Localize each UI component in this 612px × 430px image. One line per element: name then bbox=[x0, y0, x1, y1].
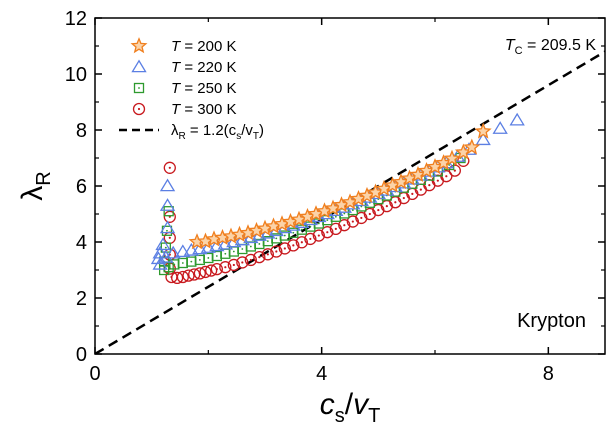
data-point-circle bbox=[295, 236, 308, 249]
data-point-triangle bbox=[165, 245, 181, 259]
legend-marker-star bbox=[130, 37, 148, 54]
y-tick-label: 12 bbox=[65, 8, 87, 30]
data-point-circle bbox=[219, 261, 232, 274]
legend-marker-square bbox=[133, 82, 145, 94]
data-point-circle bbox=[210, 263, 223, 276]
data-point-triangle bbox=[226, 234, 242, 248]
data-point-circle bbox=[287, 239, 300, 252]
series-layer bbox=[95, 50, 605, 354]
data-point-square bbox=[186, 256, 197, 267]
y-tick-label: 2 bbox=[76, 288, 87, 310]
data-point-circle bbox=[163, 231, 176, 244]
legend-label: T = 200 K bbox=[171, 38, 236, 55]
data-point-circle bbox=[253, 250, 266, 264]
data-point-triangle bbox=[209, 238, 225, 252]
data-point-triangle bbox=[200, 240, 216, 253]
x-tick-label: 4 bbox=[316, 363, 327, 385]
data-point-star bbox=[474, 122, 492, 139]
annotation-krypton: Krypton bbox=[517, 310, 586, 332]
data-point-circle bbox=[227, 258, 240, 272]
data-point-circle bbox=[163, 161, 176, 174]
legend-item: T = 300 K bbox=[132, 101, 236, 118]
legend-marker-circle bbox=[132, 102, 146, 116]
legend-item: T = 250 K bbox=[133, 80, 236, 97]
x-axis-label: cs/vT bbox=[320, 388, 381, 427]
data-point-triangle bbox=[492, 121, 508, 134]
data-point-triangle bbox=[159, 220, 176, 234]
legend-item: T = 200 K bbox=[130, 37, 236, 55]
data-point-square bbox=[177, 257, 188, 269]
data-point-circle bbox=[304, 232, 317, 246]
data-point-circle bbox=[338, 219, 351, 232]
legend-marker-triangle bbox=[131, 59, 147, 73]
series-star bbox=[188, 122, 492, 250]
data-point-star bbox=[443, 149, 461, 166]
data-point-circle bbox=[329, 222, 342, 235]
data-point-circle bbox=[244, 253, 257, 267]
data-point-circle bbox=[236, 256, 249, 269]
data-point-circle bbox=[448, 164, 461, 177]
data-point-triangle bbox=[158, 249, 174, 263]
data-point-circle bbox=[321, 226, 334, 239]
x-tick-label: 8 bbox=[543, 363, 554, 385]
y-axis-label: λR bbox=[16, 171, 55, 200]
axis-ticks: 0 4 8 0 2 4 6 8 10 12 bbox=[65, 8, 605, 385]
data-point-triangle bbox=[183, 242, 199, 256]
data-point-square bbox=[194, 254, 205, 266]
data-point-triangle bbox=[159, 198, 176, 211]
legend-label: T = 220 K bbox=[171, 59, 236, 76]
y-tick-label: 6 bbox=[76, 176, 87, 198]
data-point-triangle bbox=[155, 237, 171, 251]
data-point-triangle bbox=[509, 112, 525, 126]
data-point-circle bbox=[346, 215, 359, 228]
legend-label: λR = 1.2(cs/vT) bbox=[171, 122, 264, 142]
y-tick-label: 8 bbox=[76, 120, 87, 142]
data-point-triangle bbox=[152, 256, 168, 270]
data-point-circle bbox=[270, 245, 283, 258]
data-point-star bbox=[463, 138, 481, 155]
y-tick-label: 4 bbox=[76, 232, 87, 254]
data-point-circle bbox=[278, 242, 291, 255]
y-tick-label: 0 bbox=[76, 344, 87, 366]
legend-label: T = 300 K bbox=[171, 101, 236, 118]
data-point-square bbox=[203, 252, 214, 264]
y-tick-label: 10 bbox=[65, 64, 87, 86]
legend: T = 200 K T = 220 K T = 250 K T = 300 K λR =… bbox=[119, 37, 264, 142]
data-point-triangle bbox=[159, 178, 176, 192]
legend-item: λR = 1.2(cs/vT) bbox=[119, 122, 264, 142]
data-point-circle bbox=[261, 248, 274, 261]
legend-item: T = 220 K bbox=[131, 59, 236, 76]
annotation-tc: TC = 209.5 K bbox=[505, 37, 596, 57]
data-point-circle bbox=[312, 229, 325, 242]
data-point-triangle bbox=[475, 132, 491, 146]
x-tick-label: 0 bbox=[89, 363, 100, 385]
data-point-triangle bbox=[192, 241, 208, 255]
data-point-triangle bbox=[175, 244, 191, 258]
legend-label: T = 250 K bbox=[171, 80, 236, 97]
data-point-square bbox=[163, 262, 174, 273]
